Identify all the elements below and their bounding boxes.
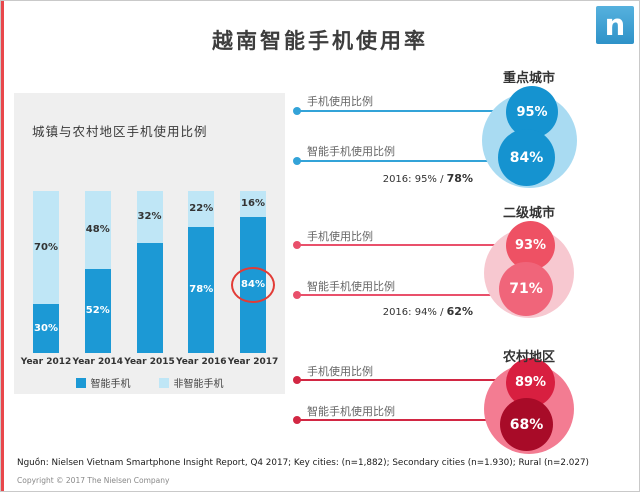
value-circle-smartphone: 71% <box>499 262 553 316</box>
nielsen-logo: n <box>596 6 634 44</box>
legend-swatch-smartphone <box>75 377 86 388</box>
x-axis-label: Year 2016 <box>176 357 227 367</box>
x-axis-label: Year 2012 <box>20 357 72 367</box>
bar-segment-smartphone: 30% <box>33 304 59 353</box>
bar-stack: 70% 30% <box>33 191 59 353</box>
bar-chart: 70% 30% Year 2012 48% 52% Yea <box>20 191 279 377</box>
leader-dot <box>293 241 301 249</box>
legend-item-smartphone: 智能手机 <box>75 375 131 390</box>
highlight-circle <box>231 266 275 303</box>
note-prefix: 2016: 95% / <box>382 174 447 185</box>
legend-label: 智能手机 <box>90 379 131 390</box>
x-axis-label: Year 2015 <box>124 357 175 367</box>
bar-stack: 22% 78% <box>188 191 215 353</box>
note-bold: 62% <box>446 305 473 318</box>
leader-line <box>293 291 503 299</box>
source-note: Nguồn: Nielsen Vietnam Smartphone Insigh… <box>17 458 589 468</box>
prior-year-note: 2016: 94% / 62% <box>321 305 473 318</box>
group-title: 重点城市 <box>503 71 556 86</box>
bar-segment-nonsmartphone: 22% <box>188 191 215 227</box>
bar-value-label: 48% <box>85 224 110 236</box>
leader-line <box>293 241 509 249</box>
note-prefix: 2016: 94% / <box>382 307 447 318</box>
chart-title: 城镇与农村地区手机使用比例 <box>32 124 208 139</box>
nielsen-logo-letter: n <box>604 8 626 42</box>
leader-dot <box>293 107 301 115</box>
left-accent-line <box>1 1 4 491</box>
bar-segment-nonsmartphone: 48% <box>84 191 111 269</box>
row-label: 手机使用比例 <box>307 95 373 108</box>
bar-segment-smartphone: 84% <box>231 216 275 353</box>
leader-dot <box>293 157 301 165</box>
chart-legend: 智能手机 非智能手机 <box>14 375 285 390</box>
group-title: 农村地区 <box>503 350 556 365</box>
value-circle-phone: 93% <box>506 221 555 270</box>
bar-segment-smartphone: 78% <box>188 226 215 353</box>
bar-chart-panel: 城镇与农村地区手机使用比例 70% 30% Year 2012 48% <box>14 93 285 394</box>
leader-dot <box>293 291 301 299</box>
legend-item-nonsmartphone: 非智能手机 <box>158 375 224 390</box>
row-label: 智能手机使用比例 <box>307 405 395 418</box>
leader-line <box>293 416 505 424</box>
bar-value-label: 52% <box>85 305 110 317</box>
legend-label: 非智能手机 <box>173 379 224 390</box>
row-label: 智能手机使用比例 <box>307 145 395 158</box>
bar-value-label: 30% <box>34 323 58 335</box>
row-label: 智能手机使用比例 <box>307 280 395 293</box>
bar-value-label: 22% <box>189 203 214 215</box>
bar-year-2014: 48% 52% Year 2014 <box>72 191 124 377</box>
leader-dot <box>293 376 301 384</box>
bar-year-2017: 16% 84% Year 2017 <box>227 191 279 377</box>
bar-value-label: 78% <box>189 284 214 296</box>
group-title: 二级城市 <box>503 206 556 221</box>
bar-segment-nonsmartphone: 16% <box>240 191 266 217</box>
legend-swatch-nonsmartphone <box>158 377 169 388</box>
note-bold: 78% <box>446 172 473 185</box>
value-circle-smartphone: 84% <box>498 129 555 186</box>
leader-line <box>293 107 507 115</box>
bar-value-label: 32% <box>137 211 162 223</box>
bar-year-2015: 32% Year 2015 <box>124 191 175 377</box>
leader-line <box>293 376 511 384</box>
value-circle-smartphone: 68% <box>500 398 553 451</box>
x-axis-label: Year 2014 <box>72 357 124 367</box>
x-axis-label: Year 2017 <box>227 357 279 367</box>
bar-stack: 16% 84% <box>231 191 275 353</box>
prior-year-note: 2016: 95% / 78% <box>321 172 473 185</box>
bar-year-2016: 22% 78% Year 2016 <box>176 191 227 377</box>
bar-segment-smartphone: 52% <box>84 268 111 353</box>
bar-value-label: 70% <box>34 242 58 254</box>
bar-segment-smartphone <box>136 242 163 353</box>
row-label: 手机使用比例 <box>307 230 373 243</box>
leader-dot <box>293 416 301 424</box>
page-title: 越南智能手机使用率 <box>212 29 428 53</box>
bar-stack: 32% <box>136 191 163 353</box>
bar-segment-nonsmartphone: 32% <box>136 191 163 243</box>
row-label: 手机使用比例 <box>307 365 373 378</box>
bar-value-label: 16% <box>241 198 265 210</box>
copyright-note: Copyright © 2017 The Nielsen Company <box>17 476 170 485</box>
bar-stack: 48% 52% <box>84 191 111 353</box>
leader-line <box>293 157 501 165</box>
bar-segment-nonsmartphone: 70% <box>33 191 59 305</box>
bar-year-2012: 70% 30% Year 2012 <box>20 191 72 377</box>
